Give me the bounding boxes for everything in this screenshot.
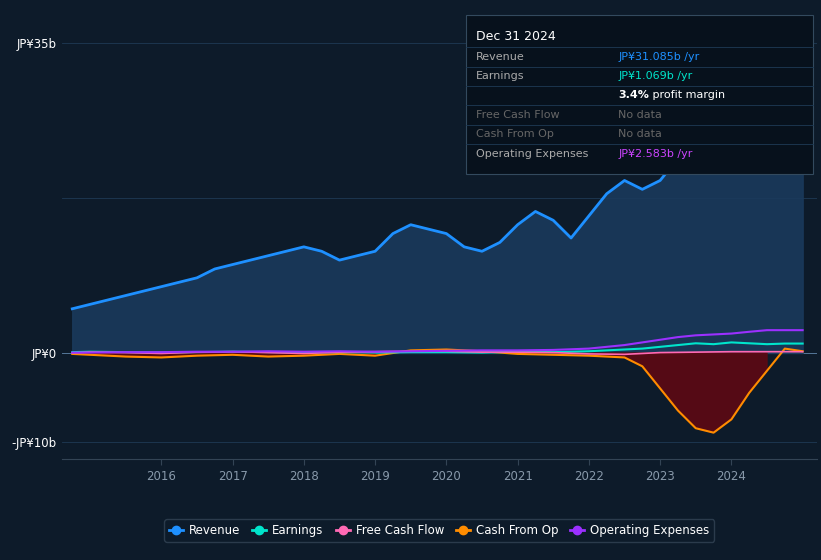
Text: 3.4%: 3.4% bbox=[618, 91, 649, 100]
Text: Revenue: Revenue bbox=[476, 52, 525, 62]
Text: Earnings: Earnings bbox=[476, 71, 525, 81]
Text: JP¥2.583b /yr: JP¥2.583b /yr bbox=[618, 149, 693, 159]
Text: JP¥1.069b /yr: JP¥1.069b /yr bbox=[618, 71, 692, 81]
Text: profit margin: profit margin bbox=[649, 91, 726, 100]
Text: Dec 31 2024: Dec 31 2024 bbox=[476, 30, 556, 43]
Text: Operating Expenses: Operating Expenses bbox=[476, 149, 589, 159]
Legend: Revenue, Earnings, Free Cash Flow, Cash From Op, Operating Expenses: Revenue, Earnings, Free Cash Flow, Cash … bbox=[164, 519, 714, 542]
Text: No data: No data bbox=[618, 110, 662, 120]
Text: Free Cash Flow: Free Cash Flow bbox=[476, 110, 560, 120]
Text: No data: No data bbox=[618, 129, 662, 139]
Text: JP¥31.085b /yr: JP¥31.085b /yr bbox=[618, 52, 699, 62]
Text: Cash From Op: Cash From Op bbox=[476, 129, 554, 139]
